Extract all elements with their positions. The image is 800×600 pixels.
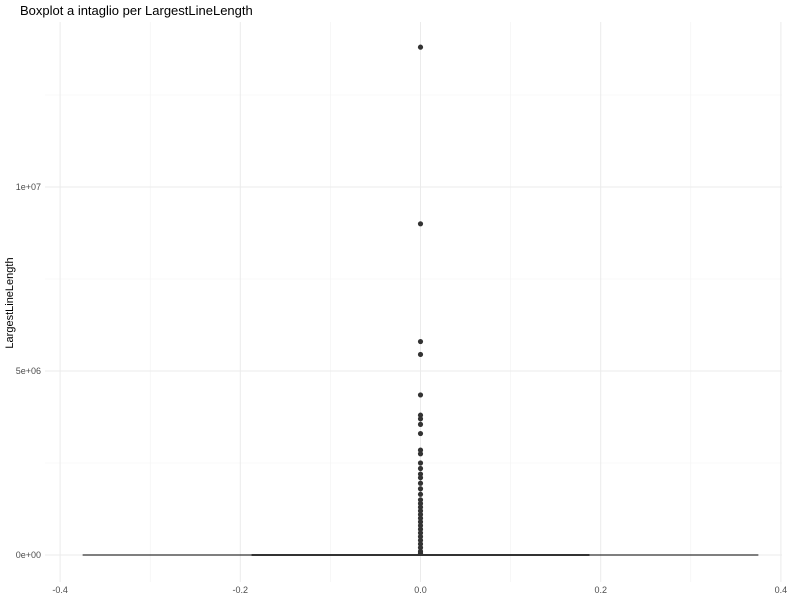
outlier-point — [417, 480, 424, 486]
outlier-point — [417, 511, 424, 518]
x-tick-label: 0.4 — [775, 585, 788, 595]
outlier-point — [417, 430, 424, 437]
y-axis-ticks: 0e+00 5e+06 1e+07 — [16, 182, 41, 560]
outlier-point — [417, 412, 424, 418]
outlier-point — [417, 486, 424, 492]
grid — [45, 22, 782, 582]
outlier-point — [417, 451, 424, 457]
y-tick-label: 1e+07 — [16, 182, 41, 192]
outlier-point — [417, 392, 424, 398]
y-axis-title: LargestLineLength — [4, 257, 16, 348]
chart-title: Boxplot a intaglio per LargestLineLength — [20, 3, 253, 18]
outlier-point — [417, 522, 424, 529]
outlier-point — [417, 221, 424, 227]
outlier-point — [417, 416, 424, 422]
x-axis-ticks: -0.4 -0.2 0.0 0.2 0.4 — [52, 585, 787, 595]
outlier-point — [417, 504, 424, 510]
outlier-point — [417, 460, 424, 466]
outlier-point — [417, 491, 424, 497]
x-tick-label: 0.0 — [414, 585, 427, 595]
outlier-point — [417, 534, 424, 540]
outlier-points — [417, 44, 424, 556]
outlier-point — [417, 497, 424, 503]
outlier-point — [417, 465, 424, 472]
outlier-point — [417, 44, 424, 50]
x-tick-label: -0.4 — [52, 585, 68, 595]
y-tick-label: 0e+00 — [16, 550, 41, 560]
outlier-point — [417, 471, 424, 477]
outlier-point — [417, 545, 424, 551]
outlier-point — [417, 421, 424, 427]
x-tick-label: -0.2 — [233, 585, 249, 595]
y-tick-label: 5e+06 — [16, 366, 41, 376]
x-tick-label: 0.2 — [594, 585, 607, 595]
outlier-point — [417, 537, 424, 543]
outlier-point — [417, 519, 424, 525]
outlier-point — [417, 526, 424, 532]
outlier-point — [417, 447, 424, 453]
outlier-point — [417, 530, 424, 536]
outlier-point — [417, 338, 424, 345]
outlier-point — [417, 550, 424, 556]
outlier-point — [417, 475, 424, 481]
outlier-point — [417, 541, 424, 547]
outlier-point — [417, 508, 424, 514]
outlier-point — [417, 500, 424, 507]
outlier-point — [417, 515, 424, 521]
outlier-point — [417, 351, 424, 358]
